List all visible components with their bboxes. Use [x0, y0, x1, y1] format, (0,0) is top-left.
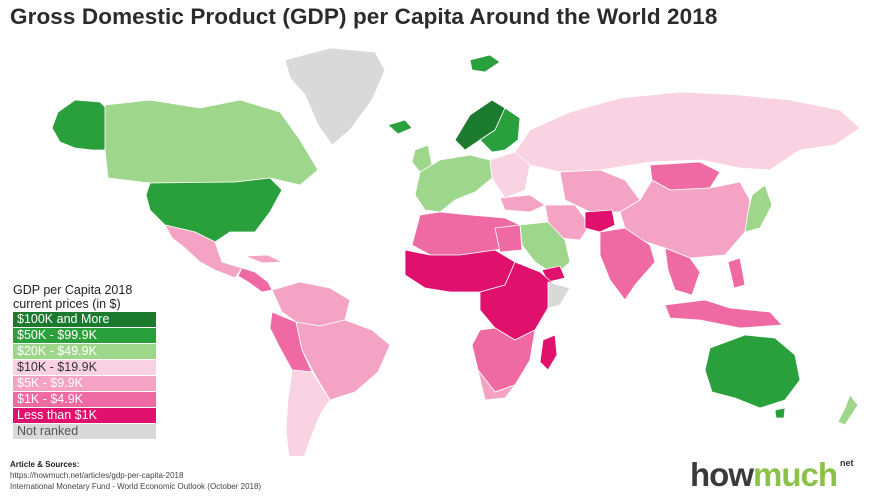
region-iceland: [387, 119, 413, 135]
legend-item-not-ranked: Not ranked: [13, 424, 156, 439]
region-southern-africa: [471, 327, 536, 393]
region-new-zealand: [837, 394, 859, 426]
region-australia: [704, 334, 801, 409]
region-greenland: [284, 47, 386, 146]
sources: Article & Sources: https://howmuch.net/a…: [10, 459, 261, 492]
region-south-africa: [477, 369, 516, 401]
legend-item-100k-and-more: $100K and More: [13, 312, 156, 327]
legend-item-10k-19k: $10K - $19.9K: [13, 360, 156, 375]
region-somalia: [547, 281, 571, 309]
page-title: Gross Domestic Product (GDP) per Capita …: [10, 4, 718, 29]
sources-heading: Article & Sources:: [10, 460, 80, 469]
legend-item-5k-9k: $5K - $9.9K: [13, 376, 156, 391]
region-west-africa: [404, 249, 516, 293]
sources-article-url[interactable]: https://howmuch.net/articles/gdp-per-cap…: [10, 471, 184, 480]
region-japan: [744, 184, 773, 233]
region-india: [599, 227, 656, 301]
region-western-europe: [414, 154, 493, 213]
region-southeast-asia: [664, 247, 701, 296]
region-egypt: [494, 224, 523, 253]
sources-imf-reference: International Monetary Fund - World Econ…: [10, 482, 262, 491]
region-madagascar: [539, 334, 558, 371]
logo-how: how: [690, 456, 754, 493]
world-map: [51, 47, 861, 456]
region-mexico: [164, 224, 243, 279]
region-cuba: [244, 254, 283, 264]
region-saudi-arabia: [519, 221, 571, 276]
howmuch-logo: howmuch net: [690, 456, 854, 494]
legend-title: GDP per Capita 2018: [13, 283, 133, 297]
legend-item-less-than-1k: Less than $1K: [13, 408, 156, 423]
region-russia: [514, 91, 861, 173]
logo-net: net: [840, 458, 854, 468]
logo-much: much: [752, 456, 838, 493]
legend: GDP per Capita 2018 current prices (in $…: [13, 283, 163, 439]
region-turkey: [499, 194, 546, 213]
region-svalbard: [469, 54, 501, 73]
region-alaska: [51, 99, 109, 151]
region-brazil: [295, 319, 391, 401]
region-indonesia: [664, 299, 783, 329]
legend-item-1k-4k: $1K - $4.9K: [13, 392, 156, 407]
region-central-america: [237, 267, 273, 293]
legend-subtitle: current prices (in $): [13, 297, 121, 311]
legend-item-20k-49k: $20K - $49.9K: [13, 344, 156, 359]
region-usa: [145, 177, 283, 243]
region-philippines: [727, 257, 746, 289]
legend-item-50k-99k: $50K - $99.9K: [13, 328, 156, 343]
region-southern-cone: [285, 369, 331, 456]
region-canada: [104, 99, 319, 186]
region-afghanistan: [584, 209, 616, 233]
region-tasmania: [774, 407, 786, 419]
region-sweden-finland: [479, 107, 521, 153]
